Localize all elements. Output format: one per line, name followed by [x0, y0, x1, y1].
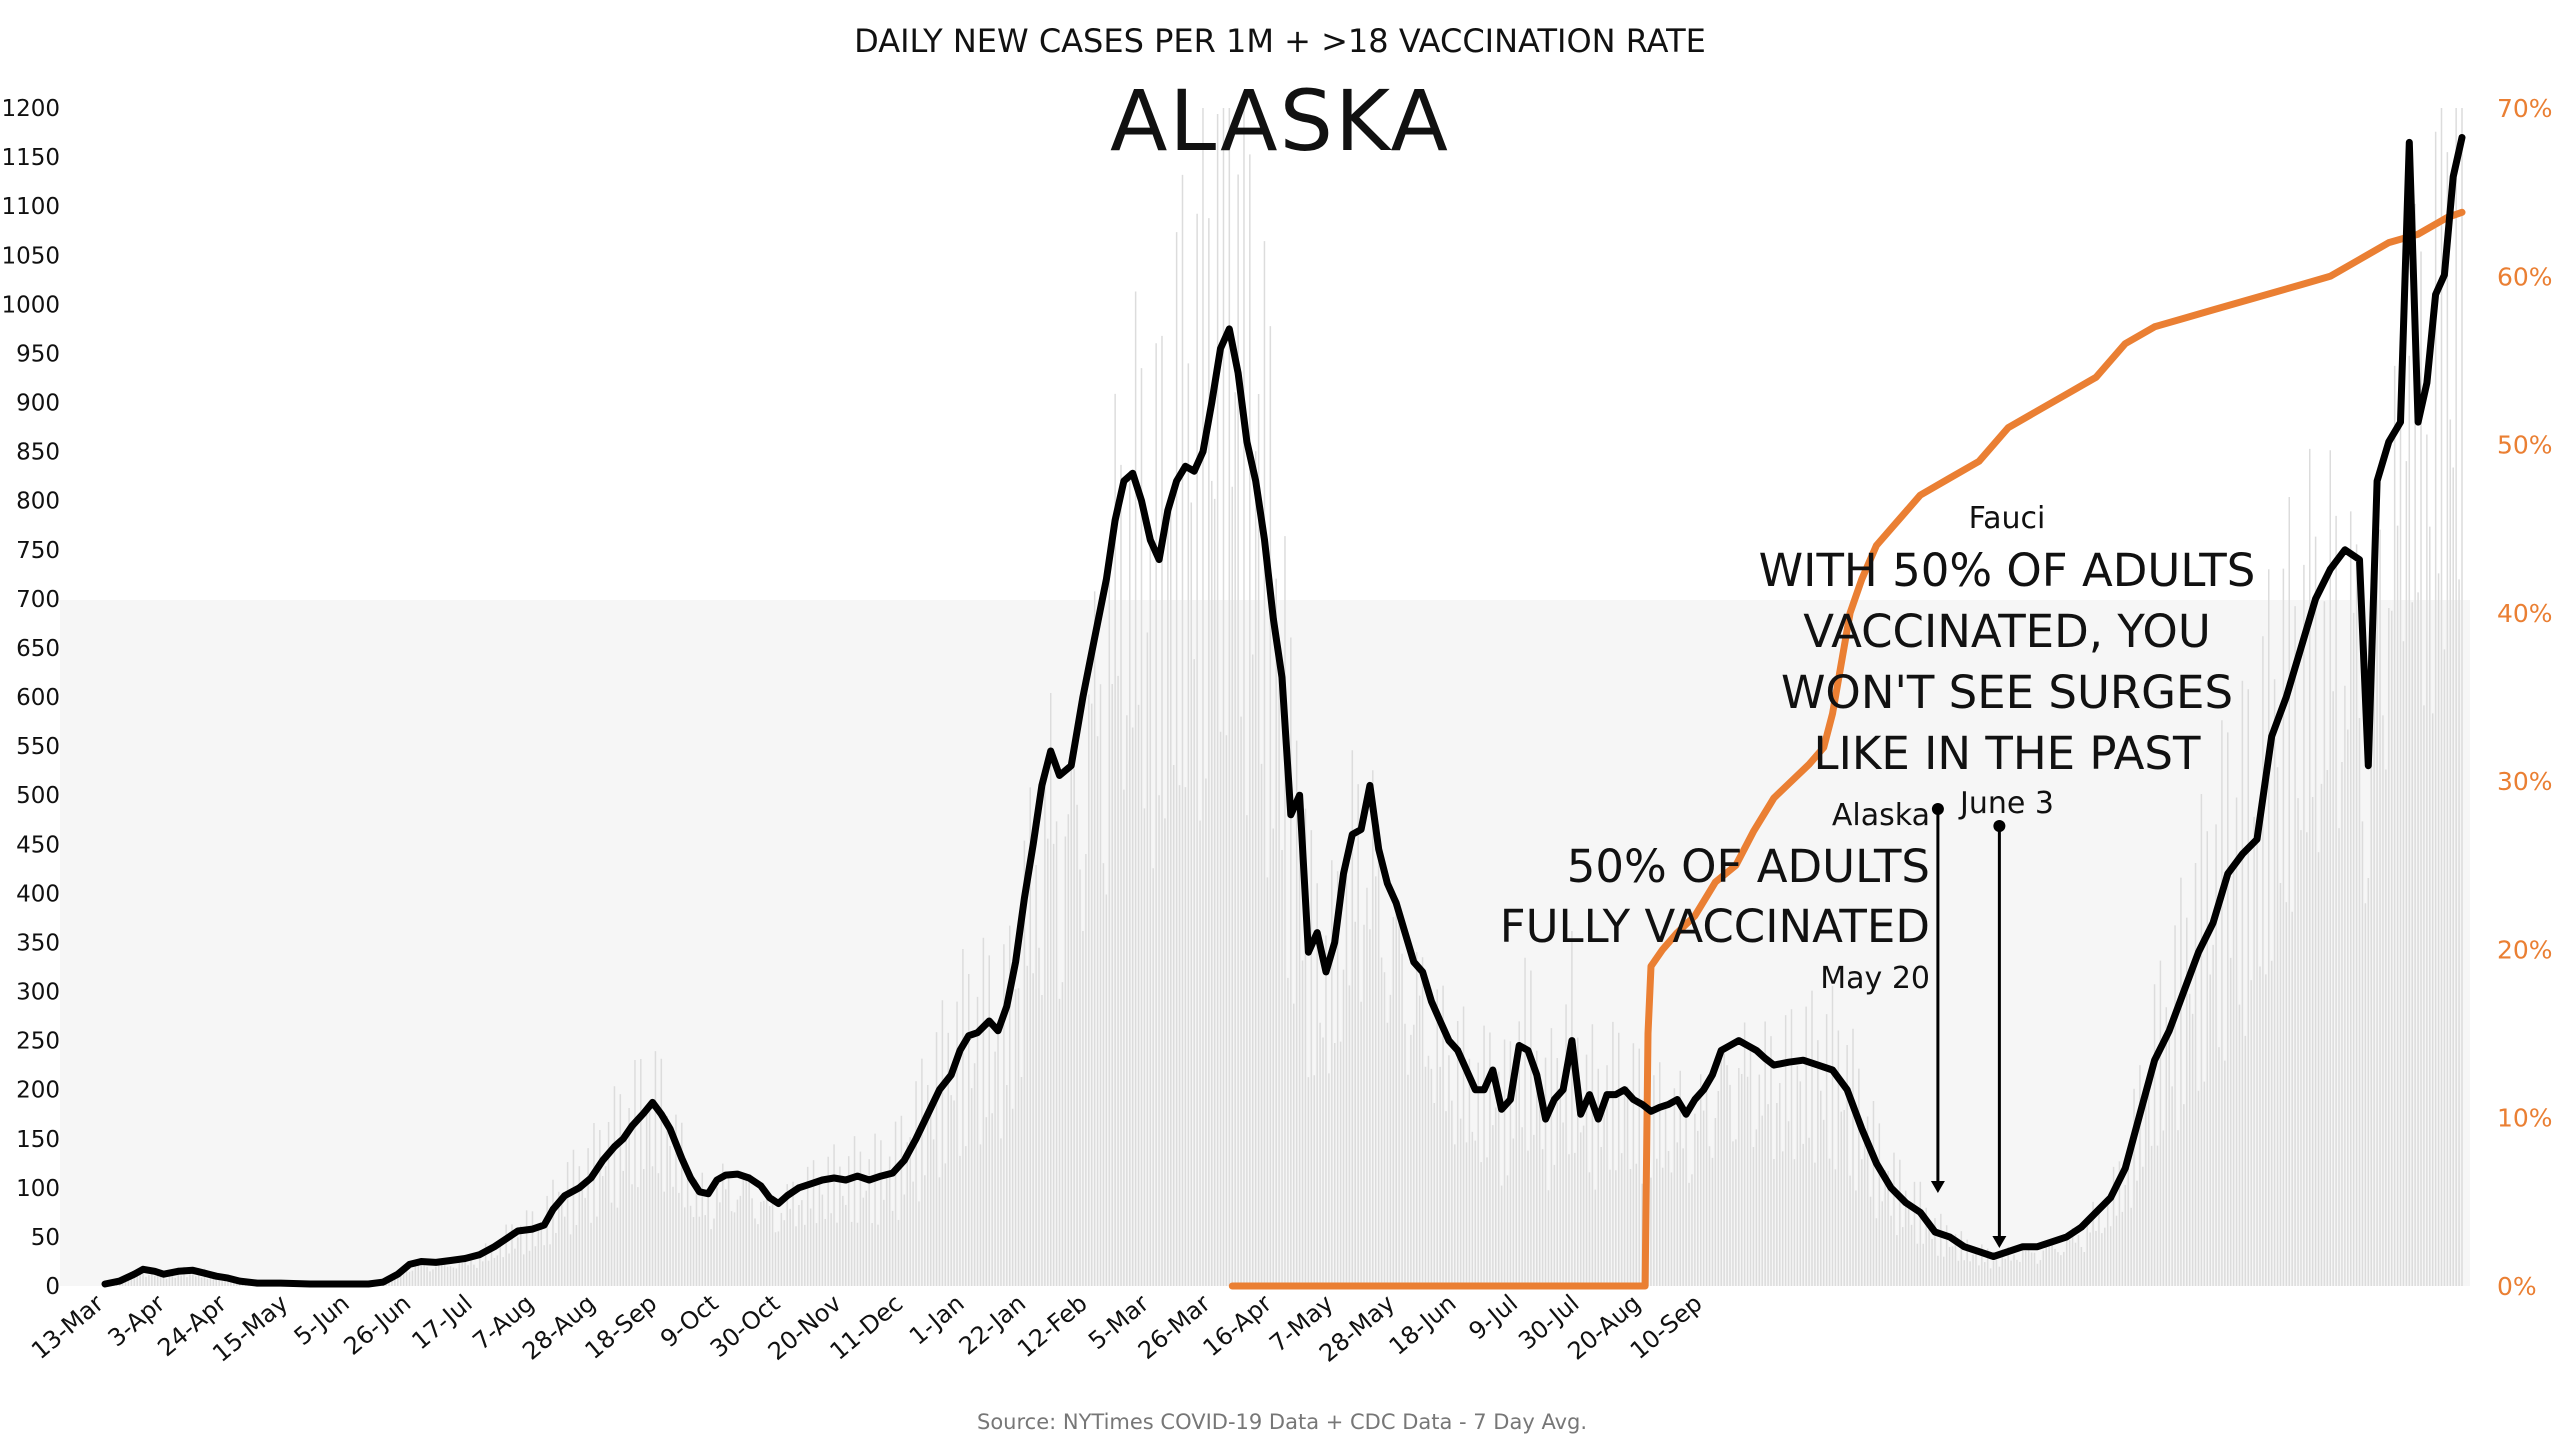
y-right-tick-20pct: 20% — [2497, 935, 2553, 964]
cases-line — [101, 134, 2466, 1288]
x-tick-26-jun: 26-Jun — [339, 1289, 417, 1361]
fauci-quote-line-2: VACCINATED, YOU — [1803, 605, 2211, 658]
x-tick-18-jun: 18-Jun — [1384, 1289, 1462, 1361]
y-left-tick-550: 550 — [16, 734, 60, 760]
x-tick-16-apr: 16-Apr — [1198, 1289, 1278, 1362]
vaccination-rate-line — [1228, 208, 2466, 1290]
fauci-quote-line-1: WITH 50% OF ADULTS — [1759, 544, 2256, 597]
y-left-tick-850: 850 — [16, 440, 60, 466]
y-left-tick-950: 950 — [16, 341, 60, 367]
may20-label: May 20 — [1820, 961, 1930, 996]
adults-label-line-1: 50% OF ADULTS — [1567, 840, 1930, 893]
y-right-tick-60pct: 60% — [2497, 262, 2553, 291]
x-tick-9-jul: 9-Jul — [1464, 1289, 1524, 1345]
y-right-tick-40pct: 40% — [2497, 599, 2553, 628]
y-right-axis: 0% 10% 20% 30% 40% 50% 60% 70% — [2497, 94, 2553, 1301]
y-left-tick-200: 200 — [16, 1078, 60, 1104]
x-axis: 13-Mar3-Apr24-Apr15-May5-Jun26-Jun17-Jul… — [26, 1289, 1707, 1368]
fauci-quote-line-4: LIKE IN THE PAST — [1814, 727, 2201, 780]
y-left-tick-300: 300 — [16, 980, 60, 1006]
alaska-marker-arrow — [1930, 1181, 1945, 1193]
y-left-tick-650: 650 — [16, 636, 60, 662]
y-right-tick-0pct: 0% — [2497, 1272, 2537, 1301]
alaska-marker-dot — [1931, 803, 1944, 815]
chart-subtitle: ALASKA — [1110, 72, 1450, 170]
y-left-tick-750: 750 — [16, 538, 60, 564]
y-right-tick-30pct: 30% — [2497, 767, 2553, 796]
annotation-markers — [1930, 803, 2007, 1248]
y-left-tick-50: 50 — [31, 1225, 60, 1251]
y-left-tick-800: 800 — [16, 489, 60, 515]
x-tick-12-feb: 12-Feb — [1012, 1289, 1093, 1363]
adults-label-line-2: FULLY VACCINATED — [1500, 900, 1930, 953]
y-left-tick-600: 600 — [16, 685, 60, 711]
fauci-label: Fauci — [1969, 501, 2046, 536]
y-left-axis: 0 50 100 150 200 250 300 350 400 450 500 550 600 650 7… — [1, 96, 60, 1300]
june3-marker-dot — [1993, 820, 2006, 832]
source-note: Source: NYTimes COVID-19 Data + CDC Data… — [977, 1410, 1587, 1434]
y-left-tick-1050: 1050 — [1, 243, 60, 269]
y-left-tick-500: 500 — [16, 783, 60, 809]
june3-label: June 3 — [1958, 786, 2054, 821]
y-left-tick-900: 900 — [16, 391, 60, 417]
y-left-tick-1200: 1200 — [1, 96, 60, 122]
chart-title: DAILY NEW CASES PER 1M + >18 VACCINATION… — [854, 22, 1706, 60]
y-left-tick-400: 400 — [16, 881, 60, 907]
fauci-quote-line-3: WON'T SEE SURGES — [1781, 666, 2233, 719]
y-right-tick-10pct: 10% — [2497, 1104, 2553, 1133]
y-left-tick-100: 100 — [16, 1176, 60, 1202]
y-left-tick-1150: 1150 — [1, 145, 60, 171]
june3-marker-arrow — [1992, 1236, 2007, 1248]
y-left-tick-1100: 1100 — [1, 194, 60, 220]
x-tick-17-jul: 17-Jul — [407, 1289, 478, 1355]
y-right-tick-70pct: 70% — [2497, 94, 2553, 123]
y-left-tick-0: 0 — [45, 1274, 60, 1300]
y-left-tick-150: 150 — [16, 1127, 60, 1153]
alaska-label: Alaska — [1832, 798, 1930, 833]
y-left-tick-1000: 1000 — [1, 292, 60, 318]
y-left-tick-350: 350 — [16, 930, 60, 956]
y-left-tick-700: 700 — [16, 587, 60, 613]
y-left-tick-250: 250 — [16, 1029, 60, 1055]
y-right-tick-50pct: 50% — [2497, 431, 2553, 460]
y-left-tick-450: 450 — [16, 832, 60, 858]
x-tick-13-mar: 13-Mar — [26, 1289, 109, 1365]
